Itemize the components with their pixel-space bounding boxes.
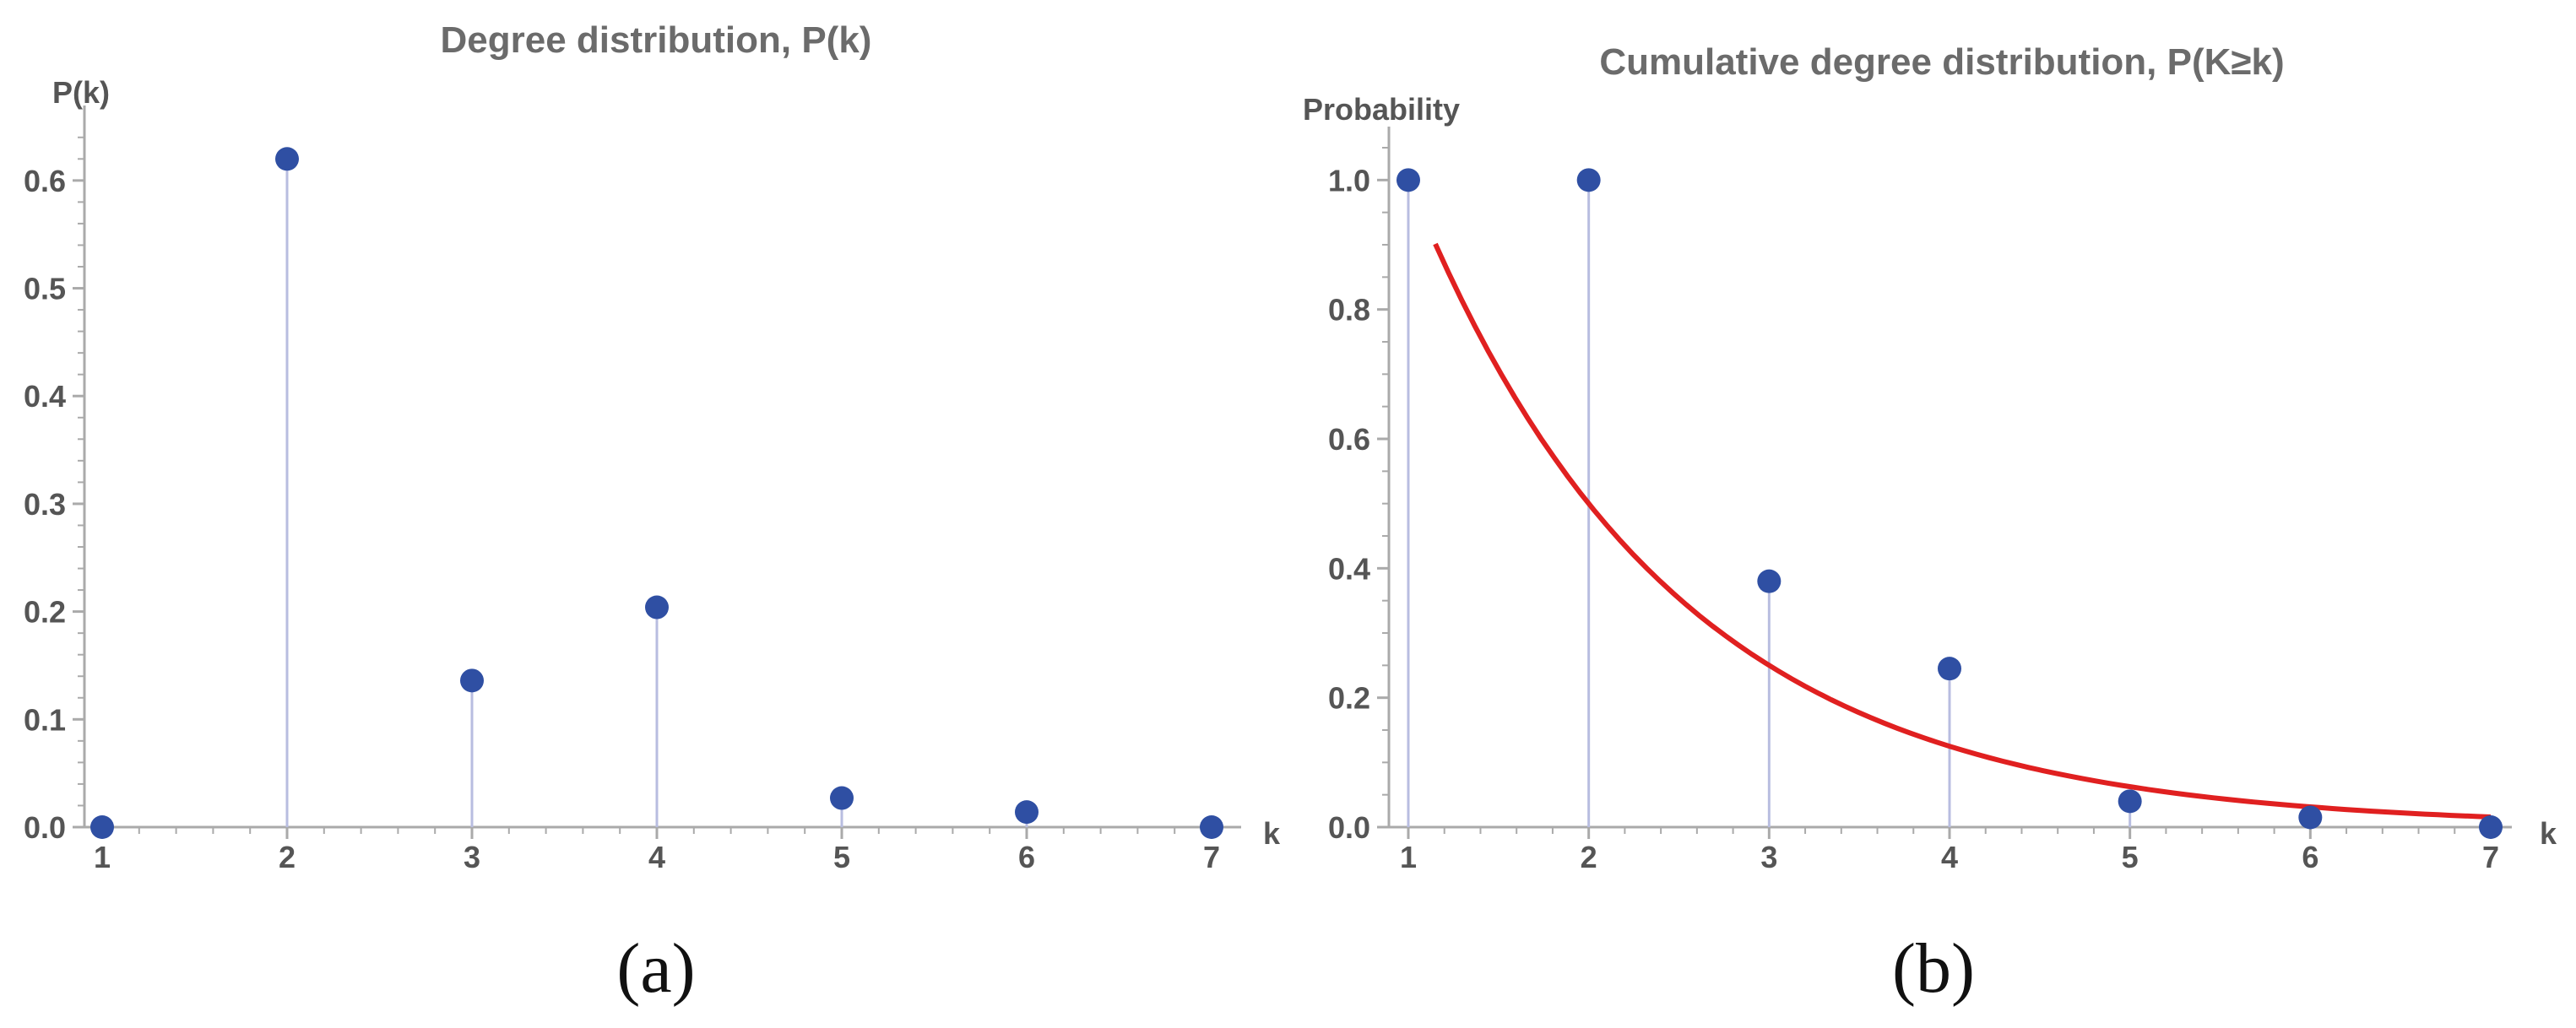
y-tick-label: 0.4	[1328, 551, 1370, 586]
panel-b-cumulative-distribution: Cumulative degree distribution, P(K≥k) P…	[1303, 41, 2557, 1008]
data-point	[830, 786, 854, 810]
data-points	[90, 147, 1223, 839]
data-point	[90, 815, 114, 839]
y-tick-label: 1.0	[1328, 163, 1370, 197]
x-tick-label: 2	[279, 840, 296, 874]
x-axis-label: k	[2540, 816, 2557, 851]
data-point	[2479, 815, 2503, 839]
y-tick-labels: 0.0 0.1 0.2 0.3 0.4 0.5 0.6	[24, 164, 66, 845]
y-tick-label: 0.6	[24, 164, 66, 198]
data-points	[1396, 168, 2503, 839]
x-tick-label: 7	[1203, 840, 1220, 874]
x-tick-labels: 1 2 3 4 5 6 7	[94, 840, 1220, 874]
panel-caption: (b)	[1892, 929, 1975, 1008]
x-tick-label: 2	[1581, 840, 1597, 874]
x-tick-label: 7	[2482, 840, 2499, 874]
axes	[73, 106, 1241, 839]
data-point	[1396, 168, 1420, 192]
x-axis-label: k	[1263, 816, 1281, 851]
stems	[1407, 180, 2312, 827]
panel-caption: (a)	[616, 929, 695, 1008]
axes	[1377, 127, 2512, 839]
fit-curve	[1433, 242, 2492, 820]
x-tick-label: 6	[1018, 840, 1035, 874]
x-tick-label: 4	[1941, 840, 1958, 874]
panel-a-degree-distribution: Degree distribution, P(k) P(k) k 1 2 3 4 5 6 7…	[24, 19, 1281, 1008]
data-point	[2298, 805, 2323, 830]
x-tick-label: 3	[464, 840, 480, 874]
x-tick-label: 4	[648, 840, 665, 874]
y-tick-label: 0.6	[1328, 422, 1370, 457]
y-tick-label: 0.3	[24, 487, 66, 522]
x-tick-label: 1	[94, 840, 111, 874]
x-tick-label: 5	[2122, 840, 2139, 874]
data-point	[275, 147, 299, 171]
stems	[285, 159, 1028, 827]
y-tick-label: 0.2	[24, 595, 66, 630]
y-axis-label: Probability	[1303, 92, 1460, 127]
data-point	[2118, 789, 2142, 814]
chart-title: Degree distribution, P(k)	[441, 19, 872, 61]
chart-title: Cumulative degree distribution, P(K≥k)	[1599, 41, 2284, 83]
data-point	[460, 668, 484, 693]
data-point	[645, 595, 669, 620]
y-tick-label: 0.5	[24, 272, 66, 306]
x-tick-label: 5	[833, 840, 850, 874]
y-tick-labels: 0.0 0.2 0.4 0.6 0.8 1.0	[1328, 163, 1370, 845]
data-point	[1938, 657, 1961, 681]
y-tick-label: 0.4	[24, 379, 66, 414]
data-point	[1015, 800, 1039, 825]
y-tick-label: 0.8	[1328, 293, 1370, 327]
y-tick-label: 0.1	[24, 702, 66, 737]
x-tick-labels: 1 2 3 4 5 6 7	[1400, 840, 2499, 874]
y-tick-label: 0.0	[1328, 810, 1370, 845]
data-point	[1757, 569, 1782, 593]
x-tick-label: 1	[1400, 840, 1417, 874]
data-point	[1200, 815, 1223, 839]
data-point	[1576, 168, 1601, 192]
x-tick-label: 3	[1760, 840, 1777, 874]
y-axis-label: P(k)	[52, 75, 110, 110]
x-tick-label: 6	[2302, 840, 2318, 874]
y-tick-label: 0.2	[1328, 681, 1370, 716]
y-tick-label: 0.0	[24, 810, 66, 845]
